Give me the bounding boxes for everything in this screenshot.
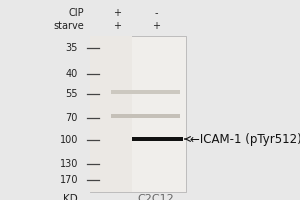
Text: 170: 170 <box>59 175 78 185</box>
Text: starve: starve <box>53 21 84 31</box>
Text: CIP: CIP <box>68 8 84 18</box>
Bar <box>90 36 132 192</box>
Text: C2C12: C2C12 <box>138 194 174 200</box>
Text: +: + <box>152 21 160 31</box>
Text: ←ICAM-1 (pTyr512): ←ICAM-1 (pTyr512) <box>185 132 300 146</box>
Bar <box>111 114 180 118</box>
Text: 130: 130 <box>60 159 78 169</box>
Bar <box>90 36 186 192</box>
Text: KD: KD <box>63 194 78 200</box>
Text: -: - <box>154 8 158 18</box>
Text: +: + <box>113 21 121 31</box>
Text: +: + <box>113 8 121 18</box>
Text: 100: 100 <box>60 135 78 145</box>
Bar <box>111 90 180 94</box>
Bar <box>132 137 183 141</box>
Text: 70: 70 <box>66 113 78 123</box>
Text: 55: 55 <box>65 89 78 99</box>
Text: 40: 40 <box>66 69 78 79</box>
Text: 35: 35 <box>66 43 78 53</box>
